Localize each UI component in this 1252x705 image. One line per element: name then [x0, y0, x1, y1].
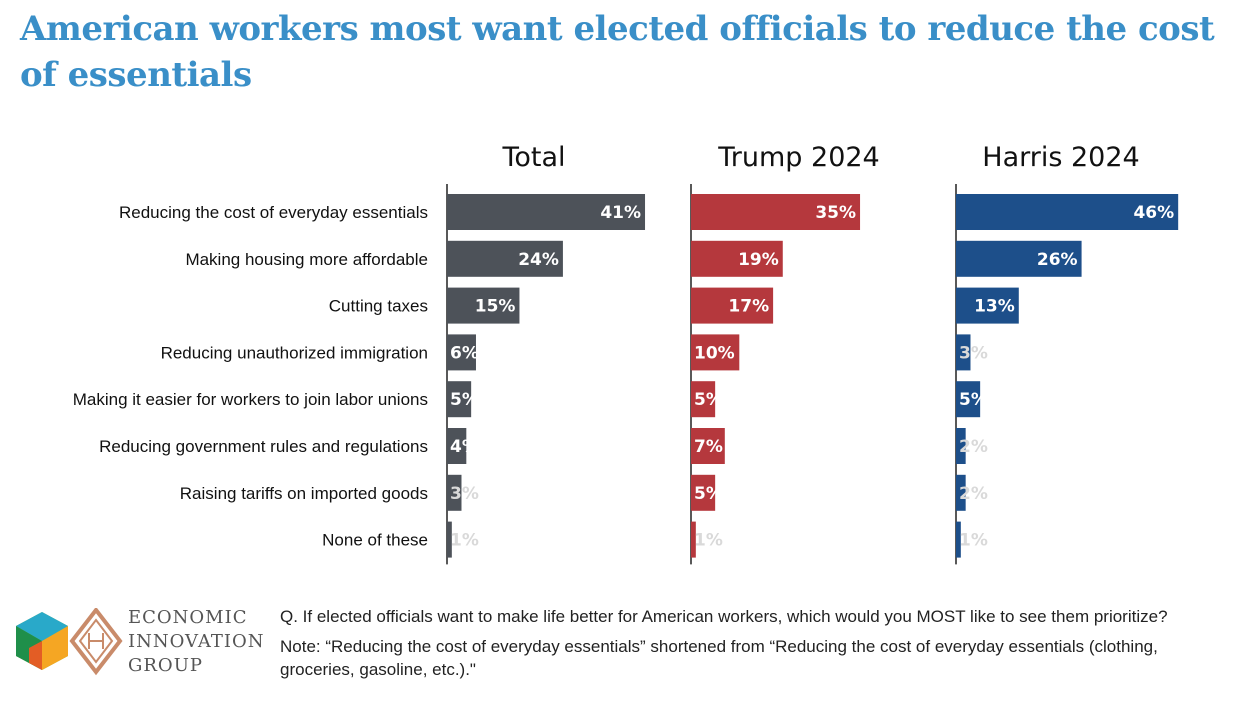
panel-title: Trump 2024	[717, 142, 879, 173]
data-label: 13%	[974, 297, 1015, 317]
bar	[691, 194, 861, 230]
org-name-line: GROUP	[128, 655, 203, 676]
data-label: 46%	[1133, 203, 1174, 223]
category-label: Making housing more affordable	[185, 250, 428, 269]
bar	[447, 194, 646, 230]
data-label: 7%	[694, 437, 723, 457]
bar	[956, 381, 981, 418]
footnote: Note: “Reducing the cost of everyday ess…	[280, 637, 1158, 679]
bar	[447, 240, 563, 277]
data-label: 15%	[475, 297, 516, 317]
data-label: 5%	[959, 390, 988, 410]
bar	[956, 194, 1179, 230]
data-label: 6%	[450, 343, 479, 363]
data-label: 10%	[694, 343, 735, 363]
bar	[447, 428, 467, 464]
data-label: 19%	[738, 250, 779, 270]
bar	[956, 240, 1082, 277]
bar	[691, 287, 774, 324]
bar	[956, 474, 966, 511]
data-label: 5%	[694, 390, 723, 410]
category-label: Reducing unauthorized immigration	[161, 343, 428, 362]
data-label: 1%	[450, 531, 479, 551]
bar	[691, 381, 716, 418]
data-label: 4%	[450, 437, 479, 457]
data-label: 41%	[600, 203, 641, 223]
eig-logo	[16, 608, 123, 676]
data-label: 5%	[450, 390, 479, 410]
bar	[691, 521, 696, 558]
survey-question: Q. If elected officials want to make lif…	[280, 607, 1168, 626]
category-label: None of these	[322, 531, 428, 550]
bar	[447, 474, 462, 511]
bar	[956, 334, 971, 371]
data-label: 1%	[694, 531, 723, 551]
panel-title: Total	[501, 142, 565, 173]
category-label: Making it easier for workers to join lab…	[73, 390, 428, 409]
bar	[956, 521, 961, 558]
org-name-line: INNOVATION	[128, 631, 265, 652]
page-title: American workers most want elected offic…	[20, 9, 1215, 95]
bar	[447, 381, 472, 418]
category-label: Raising tariffs on imported goods	[180, 484, 428, 503]
data-label: 24%	[518, 250, 559, 270]
data-label: 2%	[959, 437, 988, 457]
bar	[447, 334, 476, 371]
data-label: 5%	[694, 484, 723, 504]
data-label: 35%	[815, 203, 856, 223]
data-label: 26%	[1037, 250, 1078, 270]
bar	[956, 428, 966, 464]
category-label: Reducing the cost of everyday essentials	[119, 203, 428, 222]
bar-chart: Reducing the cost of everyday essentials…	[73, 142, 1179, 565]
category-label: Cutting taxes	[329, 297, 428, 316]
bar	[691, 240, 783, 277]
bar	[447, 521, 452, 558]
org-name: ECONOMIC INNOVATION GROUP	[128, 606, 264, 678]
bar	[956, 287, 1019, 324]
data-label: 1%	[959, 531, 988, 551]
bar	[691, 334, 740, 371]
category-label: Reducing government rules and regulation…	[99, 437, 428, 456]
bar	[447, 287, 520, 324]
org-name-line: ECONOMIC	[128, 607, 248, 628]
bar	[691, 428, 725, 464]
data-label: 17%	[728, 297, 769, 317]
data-label: 2%	[959, 484, 988, 504]
bar	[691, 474, 716, 511]
data-label: 3%	[450, 484, 479, 504]
panel-title: Harris 2024	[982, 142, 1139, 173]
data-label: 3%	[959, 343, 988, 363]
